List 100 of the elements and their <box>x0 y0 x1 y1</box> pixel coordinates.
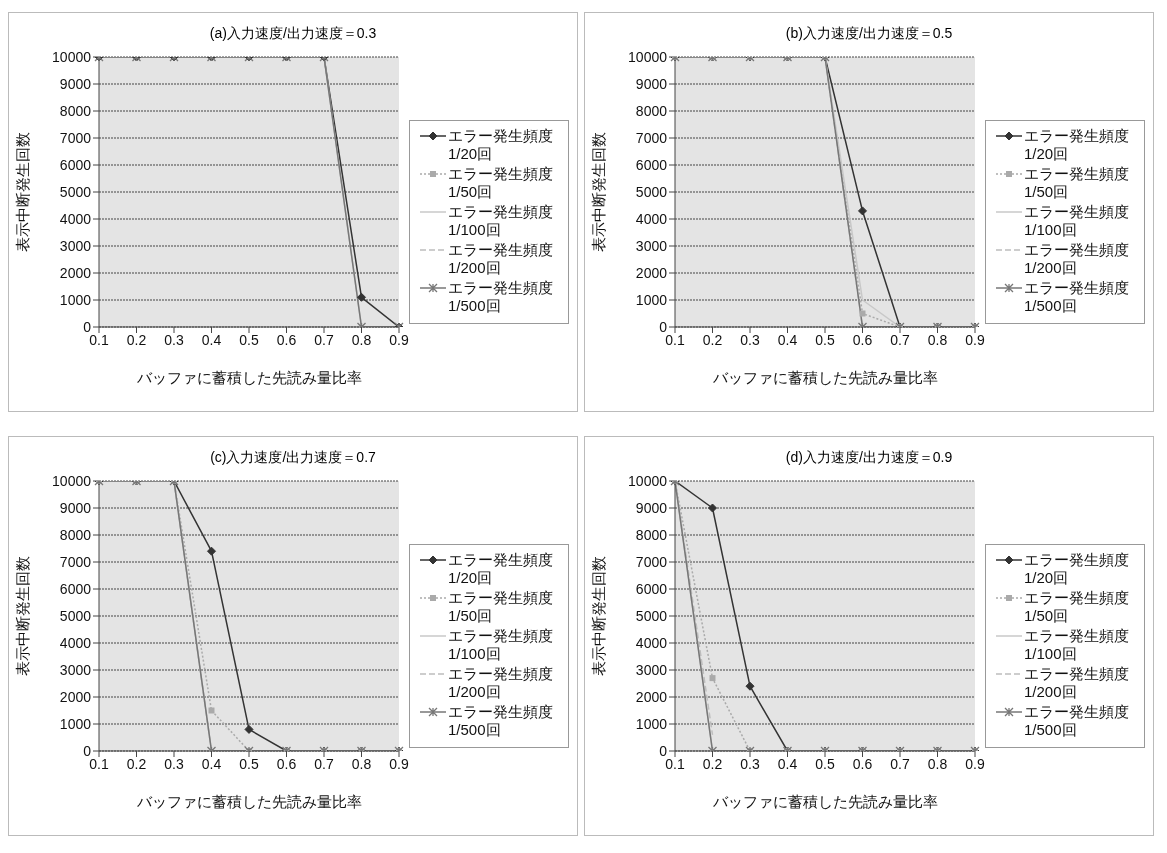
x-tick-label: 0.1 <box>665 755 685 772</box>
y-tick-label: 4000 <box>635 210 668 227</box>
x-tick-label: 0.6 <box>852 331 873 348</box>
x-tick-label: 0.2 <box>126 755 147 772</box>
y-axis-title: 表示中断発生回数 <box>590 132 608 252</box>
legend-label: エラー発生頻度1/100回 <box>448 627 554 663</box>
y-tick-label: 7000 <box>59 553 92 570</box>
y-tick-label: 2000 <box>59 688 92 705</box>
y-tick-label: 2000 <box>635 688 668 705</box>
y-tick-label: 4000 <box>59 634 92 651</box>
legend-label: エラー発生頻度1/500回 <box>448 279 554 315</box>
x-tick-label: 0.6 <box>852 755 873 772</box>
y-tick-label: 10000 <box>52 472 92 489</box>
legend-label: エラー発生頻度1/500回 <box>448 703 554 739</box>
chart-title: (c)入力速度/出力速度＝0.7 <box>209 449 377 467</box>
x-tick-label: 0.6 <box>276 755 297 772</box>
x-tick-label: 0.8 <box>351 755 372 772</box>
x-axis-title: バッファに蓄積した先読み量比率 <box>711 369 938 386</box>
y-tick-label: 6000 <box>635 580 668 597</box>
y-tick-label: 5000 <box>635 607 668 624</box>
x-tick-label: 0.3 <box>740 331 760 348</box>
x-tick-label: 0.9 <box>965 331 985 348</box>
x-tick-label: 0.4 <box>201 755 222 772</box>
y-tick-label: 0 <box>659 742 668 759</box>
x-tick-label: 0.9 <box>389 755 409 772</box>
x-tick-label: 0.3 <box>164 755 184 772</box>
x-tick-label: 0.2 <box>702 755 723 772</box>
x-tick-label: 0.7 <box>314 331 334 348</box>
y-tick-label: 5000 <box>635 183 668 200</box>
legend-label: エラー発生頻度1/50回 <box>1024 589 1130 625</box>
y-tick-label: 8000 <box>59 526 92 543</box>
legend-label: エラー発生頻度1/50回 <box>1024 165 1130 201</box>
y-tick-label: 4000 <box>59 210 92 227</box>
y-tick-label: 2000 <box>635 264 668 281</box>
x-tick-label: 0.9 <box>965 755 985 772</box>
legend-label: エラー発生頻度1/500回 <box>1024 703 1130 739</box>
x-tick-label: 0.4 <box>201 331 222 348</box>
x-tick-label: 0.7 <box>890 331 910 348</box>
legend-label: エラー発生頻度1/20回 <box>448 551 554 587</box>
x-tick-label: 0.5 <box>239 331 259 348</box>
y-tick-label: 7000 <box>635 553 668 570</box>
legend-label: エラー発生頻度1/20回 <box>1024 551 1130 587</box>
x-tick-label: 0.9 <box>389 331 409 348</box>
x-tick-label: 0.3 <box>740 755 760 772</box>
y-tick-label: 8000 <box>59 102 92 119</box>
y-tick-label: 10000 <box>628 472 668 489</box>
x-axis-title: バッファに蓄積した先読み量比率 <box>711 793 938 810</box>
y-tick-label: 7000 <box>59 129 92 146</box>
x-tick-label: 0.8 <box>927 331 948 348</box>
x-tick-label: 0.3 <box>164 331 184 348</box>
y-tick-label: 6000 <box>635 156 668 173</box>
x-tick-label: 0.4 <box>777 331 798 348</box>
y-axis-title: 表示中断発生回数 <box>14 556 32 676</box>
y-tick-label: 1000 <box>59 291 92 308</box>
y-tick-label: 10000 <box>628 48 668 65</box>
y-tick-label: 0 <box>83 318 92 335</box>
y-tick-label: 5000 <box>59 607 92 624</box>
y-tick-label: 1000 <box>59 715 92 732</box>
x-tick-label: 0.6 <box>276 331 297 348</box>
chart-title: (a)入力速度/出力速度＝0.3 <box>208 25 378 43</box>
y-tick-label: 3000 <box>59 661 92 678</box>
x-tick-label: 0.8 <box>927 755 948 772</box>
y-tick-label: 2000 <box>59 264 92 281</box>
y-tick-label: 9000 <box>635 499 668 516</box>
y-tick-label: 8000 <box>635 526 668 543</box>
legend-label: エラー発生頻度1/50回 <box>448 589 554 625</box>
y-tick-label: 0 <box>659 318 668 335</box>
y-axis-title: 表示中断発生回数 <box>14 132 32 252</box>
legend-label: エラー発生頻度1/200回 <box>448 241 554 277</box>
x-tick-label: 0.8 <box>351 331 372 348</box>
x-axis-title: バッファに蓄積した先読み量比率 <box>135 369 362 386</box>
x-axis-title: バッファに蓄積した先読み量比率 <box>135 793 362 810</box>
y-tick-label: 6000 <box>59 580 92 597</box>
legend-label: エラー発生頻度1/200回 <box>448 665 554 701</box>
chart-title: (d)入力速度/出力速度＝0.9 <box>784 449 954 467</box>
x-tick-label: 0.2 <box>702 331 723 348</box>
legend-label: エラー発生頻度1/50回 <box>448 165 554 201</box>
y-tick-label: 10000 <box>52 48 92 65</box>
y-tick-label: 6000 <box>59 156 92 173</box>
y-tick-label: 3000 <box>635 237 668 254</box>
y-tick-label: 5000 <box>59 183 92 200</box>
x-tick-label: 0.7 <box>890 755 910 772</box>
y-tick-label: 8000 <box>635 102 668 119</box>
legend-label: エラー発生頻度1/200回 <box>1024 665 1130 701</box>
y-tick-label: 9000 <box>59 75 92 92</box>
legend-label: エラー発生頻度1/200回 <box>1024 241 1130 277</box>
y-tick-label: 7000 <box>635 129 668 146</box>
legend-label: エラー発生頻度1/20回 <box>448 127 554 163</box>
x-tick-label: 0.1 <box>665 331 685 348</box>
chart-title: (b)入力速度/出力速度＝0.5 <box>784 25 954 43</box>
x-tick-label: 0.5 <box>239 755 259 772</box>
x-tick-label: 0.5 <box>815 331 835 348</box>
x-tick-label: 0.2 <box>126 331 147 348</box>
y-axis-title: 表示中断発生回数 <box>590 556 608 676</box>
legend-label: エラー発生頻度1/100回 <box>1024 627 1130 663</box>
x-tick-label: 0.1 <box>89 331 109 348</box>
y-tick-label: 1000 <box>635 291 668 308</box>
y-tick-label: 1000 <box>635 715 668 732</box>
legend-label: エラー発生頻度1/100回 <box>448 203 554 239</box>
y-tick-label: 3000 <box>59 237 92 254</box>
